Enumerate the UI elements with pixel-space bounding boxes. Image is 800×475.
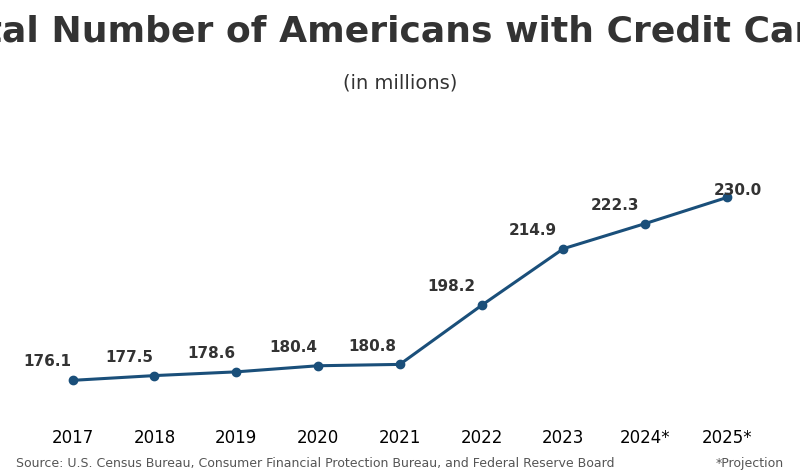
Text: Total Number of Americans with Credit Cards: Total Number of Americans with Credit Ca… bbox=[0, 14, 800, 48]
Text: 222.3: 222.3 bbox=[590, 198, 639, 213]
Text: Source: U.S. Census Bureau, Consumer Financial Protection Bureau, and Federal Re: Source: U.S. Census Bureau, Consumer Fin… bbox=[16, 457, 614, 470]
Text: 180.8: 180.8 bbox=[348, 339, 396, 353]
Text: 214.9: 214.9 bbox=[509, 223, 557, 238]
Text: 230.0: 230.0 bbox=[714, 183, 762, 198]
Text: 177.5: 177.5 bbox=[106, 350, 154, 365]
Text: 180.4: 180.4 bbox=[269, 340, 317, 355]
Text: 198.2: 198.2 bbox=[427, 279, 475, 294]
Text: (in millions): (in millions) bbox=[343, 74, 457, 93]
Text: 178.6: 178.6 bbox=[187, 346, 235, 361]
Text: 176.1: 176.1 bbox=[24, 354, 72, 370]
Text: *Projection: *Projection bbox=[716, 457, 784, 470]
